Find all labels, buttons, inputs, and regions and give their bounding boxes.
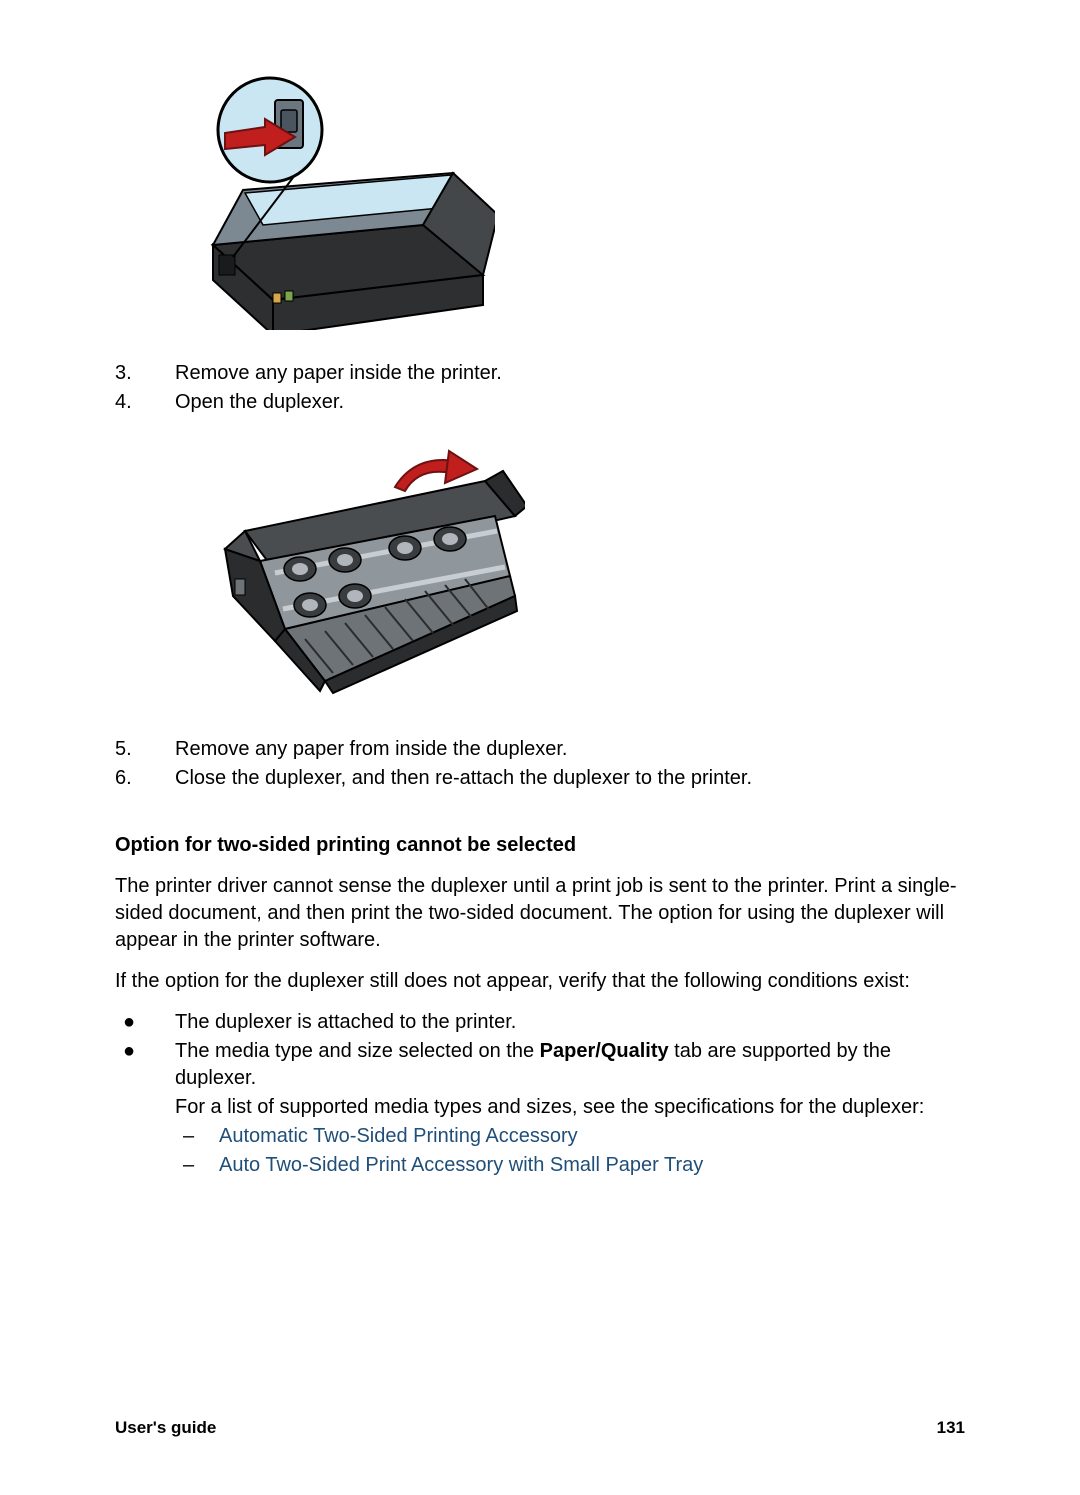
figure-printer-remove	[195, 75, 965, 330]
bullet-item: ● The duplexer is attached to the printe…	[115, 1009, 965, 1036]
page-footer: User's guide 131	[115, 1417, 965, 1440]
link-item: – Auto Two-Sided Print Accessory with Sm…	[175, 1152, 965, 1179]
step-number: 4.	[115, 389, 175, 416]
step-item: 3. Remove any paper inside the printer.	[115, 360, 965, 387]
step-number: 6.	[115, 765, 175, 792]
dash-marker: –	[175, 1152, 219, 1179]
bullet-item: ● The media type and size selected on th…	[115, 1038, 965, 1181]
link-duplexer-accessory[interactable]: Automatic Two-Sided Printing Accessory	[219, 1123, 578, 1150]
link-item: – Automatic Two-Sided Printing Accessory	[175, 1123, 965, 1150]
bullet-marker: ●	[115, 1038, 175, 1065]
bullet-list: ● The duplexer is attached to the printe…	[115, 1009, 965, 1181]
dash-marker: –	[175, 1123, 219, 1150]
section-heading: Option for two-sided printing cannot be …	[115, 832, 965, 859]
step-item: 4. Open the duplexer.	[115, 389, 965, 416]
link-duplexer-small-tray[interactable]: Auto Two-Sided Print Accessory with Smal…	[219, 1152, 703, 1179]
bold-text: Paper/Quality	[540, 1040, 669, 1062]
step-text: Close the duplexer, and then re-attach t…	[175, 765, 752, 792]
steps-list-a: 3. Remove any paper inside the printer. …	[115, 360, 965, 416]
footer-page-number: 131	[937, 1417, 965, 1440]
step-item: 5. Remove any paper from inside the dupl…	[115, 736, 965, 763]
bullet-marker: ●	[115, 1009, 175, 1036]
paragraph: The printer driver cannot sense the dupl…	[115, 873, 965, 954]
bullet-sub-text: For a list of supported media types and …	[175, 1094, 965, 1121]
step-text: Remove any paper from inside the duplexe…	[175, 736, 567, 763]
bullet-text: The media type and size selected on the …	[175, 1038, 965, 1181]
step-number: 5.	[115, 736, 175, 763]
footer-guide-label: User's guide	[115, 1417, 216, 1440]
link-sublist: – Automatic Two-Sided Printing Accessory…	[175, 1123, 965, 1179]
bullet-text: The duplexer is attached to the printer.	[175, 1009, 965, 1036]
step-item: 6. Close the duplexer, and then re-attac…	[115, 765, 965, 792]
paragraph: If the option for the duplexer still doe…	[115, 968, 965, 995]
figure-duplexer-open	[195, 441, 965, 701]
step-number: 3.	[115, 360, 175, 387]
step-text: Open the duplexer.	[175, 389, 344, 416]
steps-list-b: 5. Remove any paper from inside the dupl…	[115, 736, 965, 792]
step-text: Remove any paper inside the printer.	[175, 360, 502, 387]
